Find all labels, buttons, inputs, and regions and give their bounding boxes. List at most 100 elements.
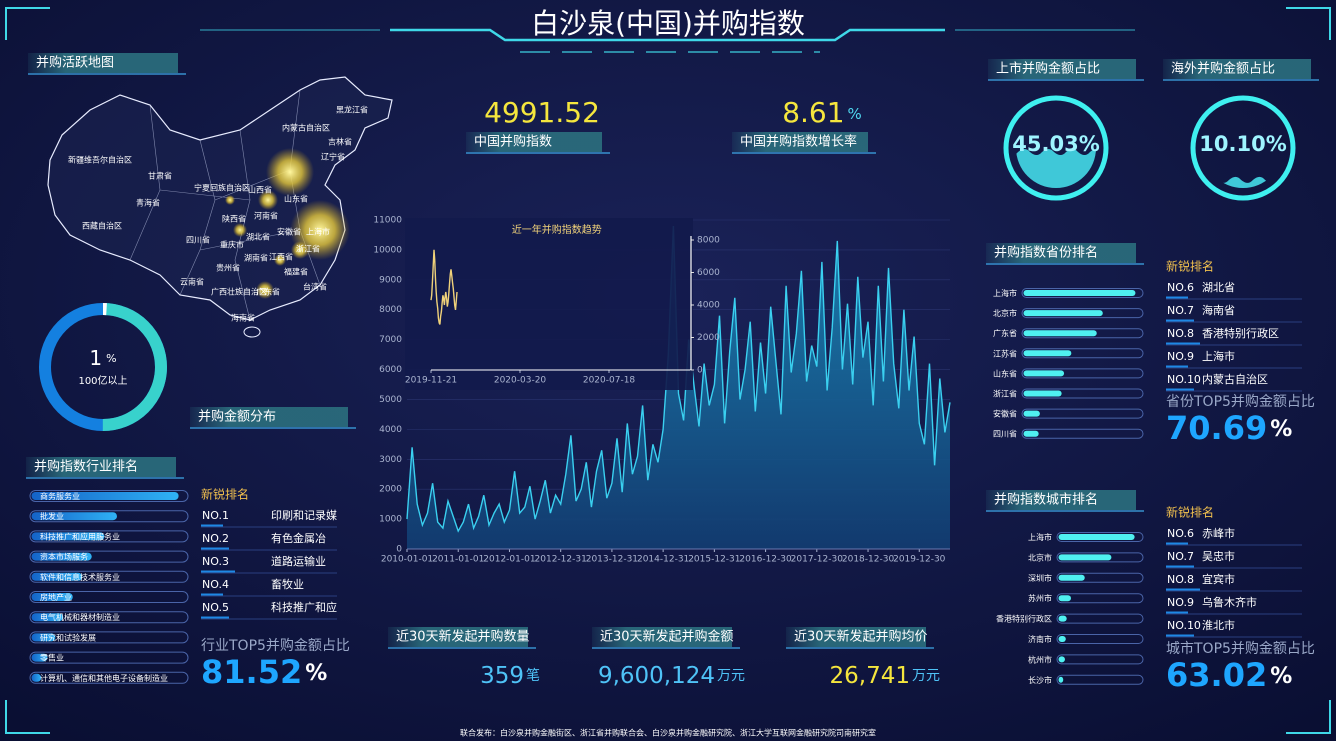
bar-label: 浙江省 — [993, 389, 1017, 399]
y-tick-label: 2000 — [379, 485, 402, 495]
region-label: 广西壮族自治区 — [211, 287, 267, 297]
bar-track — [1056, 634, 1144, 644]
bar — [1023, 390, 1062, 397]
map-glow — [274, 254, 286, 266]
section-title: 近30天新发起并购数量 — [396, 629, 530, 645]
rank-name: 乌鲁木齐市 — [1202, 595, 1257, 609]
region-label: 贵州省 — [216, 263, 240, 273]
bar-track — [29, 651, 189, 664]
bar-label: 房地产业 — [40, 592, 72, 602]
map-glow — [258, 190, 278, 210]
x-tick-label: 2017-12-30 — [791, 555, 844, 565]
bar — [31, 492, 179, 500]
bar-label: 电气机械和器材制造业 — [40, 612, 120, 622]
section-tab — [466, 132, 602, 152]
bar — [1058, 595, 1071, 602]
rank-number: NO.7 — [1167, 550, 1194, 563]
region-label: 四川省 — [186, 235, 210, 245]
bar — [31, 613, 64, 622]
bar — [1058, 676, 1064, 683]
top5-number: 81.52 — [201, 653, 302, 691]
bar-label: 深圳市 — [1028, 573, 1052, 583]
rank-name: 内蒙古自治区 — [1202, 372, 1268, 386]
map-glow — [291, 241, 309, 259]
bar — [31, 653, 48, 662]
rank-number: NO.3 — [202, 555, 229, 568]
section-tab — [28, 53, 178, 73]
bar — [31, 572, 83, 581]
bar — [31, 512, 117, 521]
kpi-value: 8.61% — [782, 96, 862, 129]
bar-label: 济南市 — [1028, 634, 1052, 644]
top5-value: 81.52% — [201, 653, 327, 691]
x-tick-label: 2019-11-21 — [405, 376, 457, 386]
bar-label: 上海市 — [993, 288, 1017, 298]
region-label: 浙江省 — [296, 244, 320, 254]
bar — [1058, 615, 1067, 622]
y-tick-label: 6000 — [379, 365, 402, 375]
recent-unit: 万元 — [717, 668, 745, 684]
section-title: 并购活跃地图 — [36, 55, 114, 71]
rank-number: NO.8 — [1167, 573, 1194, 586]
section-title: 中国并购指数 — [474, 134, 552, 150]
region-label: 福建省 — [284, 267, 308, 277]
y-tick-label: 3000 — [379, 455, 402, 465]
bar-track — [1021, 368, 1144, 379]
rank-number: NO.9 — [1167, 350, 1194, 363]
bar-label: 计算机、通信和其他电子设备制造业 — [40, 673, 168, 683]
top5-unit: % — [1270, 664, 1292, 689]
bar-label: 四川省 — [993, 429, 1017, 439]
region-label: 云南省 — [180, 277, 204, 287]
y-tick-label: 7000 — [379, 335, 402, 345]
top5-unit: % — [305, 661, 327, 686]
recent-value: 9,600,124 万元 — [598, 663, 745, 689]
new-ranking-title: 新锐排名 — [1166, 259, 1214, 274]
x-tick-label: 2018-12-30 — [842, 555, 895, 565]
chart-title: 近一年并购指数趋势 — [512, 223, 602, 236]
bar — [1023, 430, 1039, 437]
top5-unit: % — [1270, 417, 1292, 442]
region-label: 海南省 — [231, 313, 255, 323]
y-tick-label: 2000 — [697, 333, 720, 343]
region-label: 吉林省 — [328, 137, 352, 147]
bar-track — [1056, 654, 1144, 665]
bar — [1058, 574, 1085, 581]
bar-label: 研究和试验发展 — [40, 632, 96, 642]
bar-label: 资本市场服务 — [40, 552, 88, 562]
gauge-ring — [1190, 95, 1296, 201]
y-tick-label: 4000 — [379, 425, 402, 435]
recent-number: 26,741 — [830, 663, 910, 689]
bar — [1023, 370, 1065, 377]
region-label: 内蒙古自治区 — [282, 123, 330, 133]
section-tab — [986, 243, 1136, 263]
bar-track — [29, 530, 189, 543]
bar-track — [1056, 572, 1144, 583]
bar-track — [1021, 308, 1144, 319]
inset-line — [430, 249, 458, 325]
bar-track — [29, 570, 189, 583]
region-label: 辽宁省 — [321, 152, 345, 162]
map-glow — [233, 223, 247, 237]
recent-value: 26,741 万元 — [830, 663, 940, 689]
rank-number: NO.8 — [1167, 327, 1194, 340]
bar-label: 安徽省 — [993, 409, 1017, 419]
region-label: 江西省 — [269, 252, 293, 262]
x-tick-label: 2013-12-31 — [586, 555, 638, 565]
x-tick-label: 2014-12-31 — [637, 555, 689, 565]
section-title: 并购指数行业排名 — [34, 459, 138, 475]
top5-number: 63.02 — [1166, 656, 1267, 694]
section-title: 近30天新发起并购均价 — [794, 629, 928, 645]
kpi-number: 4991.52 — [484, 96, 600, 129]
x-tick-label: 2012-01-01 — [483, 555, 535, 565]
recent-unit: 万元 — [912, 668, 940, 684]
y-tick-label: 5000 — [379, 395, 402, 405]
region-label: 台湾省 — [303, 282, 327, 292]
rank-name: 宜宾市 — [1202, 572, 1235, 586]
region-label: 河南省 — [254, 211, 278, 221]
bar — [1058, 554, 1112, 561]
bar-label: 北京市 — [993, 308, 1017, 318]
y-tick-label: 8000 — [379, 305, 402, 315]
frame — [5, 7, 1331, 734]
section-tab — [190, 407, 348, 427]
